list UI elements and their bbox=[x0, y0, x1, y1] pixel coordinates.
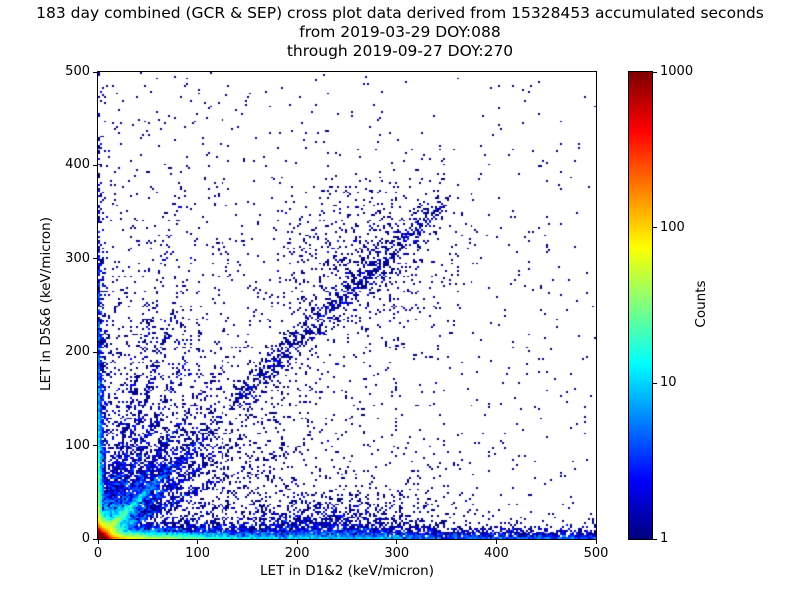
colorbar-tick-100 bbox=[653, 227, 657, 229]
y-tick-label-400: 400 bbox=[65, 157, 90, 173]
x-tick-0 bbox=[97, 540, 99, 544]
y-tick-label-0: 0 bbox=[81, 531, 90, 546]
x-tick-label-0: 0 bbox=[93, 546, 103, 561]
y-tick-300 bbox=[93, 258, 97, 260]
colorbar-tick-label-1: 1 bbox=[660, 531, 669, 546]
x-tick-label-500: 500 bbox=[583, 546, 609, 561]
plot-area bbox=[97, 71, 597, 540]
chart-title-block: 183 day combined (GCR & SEP) cross plot … bbox=[0, 4, 800, 61]
y-tick-200 bbox=[93, 351, 97, 353]
x-axis-label: LET in D1&2 (keV/micron) bbox=[260, 563, 434, 579]
x-tick-label-100: 100 bbox=[185, 546, 210, 561]
y-tick-label-500: 500 bbox=[65, 64, 90, 79]
y-axis-label: LET in D5&6 (keV/micron) bbox=[38, 217, 54, 391]
colorbar-gradient-canvas bbox=[629, 72, 652, 539]
x-tick-label-300: 300 bbox=[384, 546, 410, 561]
colorbar-label: Counts bbox=[693, 280, 709, 328]
x-tick-300 bbox=[396, 540, 398, 544]
scatter-heatmap-canvas bbox=[98, 72, 596, 539]
y-tick-label-100: 100 bbox=[65, 437, 90, 453]
chart-subtitle-through: through 2019-09-27 DOY:270 bbox=[286, 42, 514, 60]
x-tick-label-400: 400 bbox=[483, 546, 509, 561]
colorbar-tick-1000 bbox=[653, 71, 657, 73]
y-tick-0 bbox=[93, 538, 97, 540]
x-tick-400 bbox=[495, 540, 497, 544]
x-tick-label-200: 200 bbox=[284, 546, 310, 561]
colorbar bbox=[628, 71, 653, 540]
x-tick-200 bbox=[296, 540, 298, 544]
colorbar-tick-10 bbox=[653, 382, 657, 384]
y-tick-400 bbox=[93, 164, 97, 166]
colorbar-tick-label-1000: 1000 bbox=[660, 64, 694, 79]
y-tick-label-300: 300 bbox=[65, 250, 90, 266]
colorbar-tick-label-10: 10 bbox=[660, 375, 677, 391]
chart-subtitle-from: from 2019-03-29 DOY:088 bbox=[299, 23, 501, 41]
x-tick-500 bbox=[595, 540, 597, 544]
chart-title: 183 day combined (GCR & SEP) cross plot … bbox=[36, 4, 764, 22]
colorbar-tick-1 bbox=[653, 538, 657, 540]
colorbar-tick-label-100: 100 bbox=[660, 219, 685, 235]
y-tick-500 bbox=[93, 71, 97, 73]
x-tick-100 bbox=[197, 540, 199, 544]
y-tick-label-200: 200 bbox=[65, 344, 90, 360]
y-tick-100 bbox=[93, 445, 97, 447]
